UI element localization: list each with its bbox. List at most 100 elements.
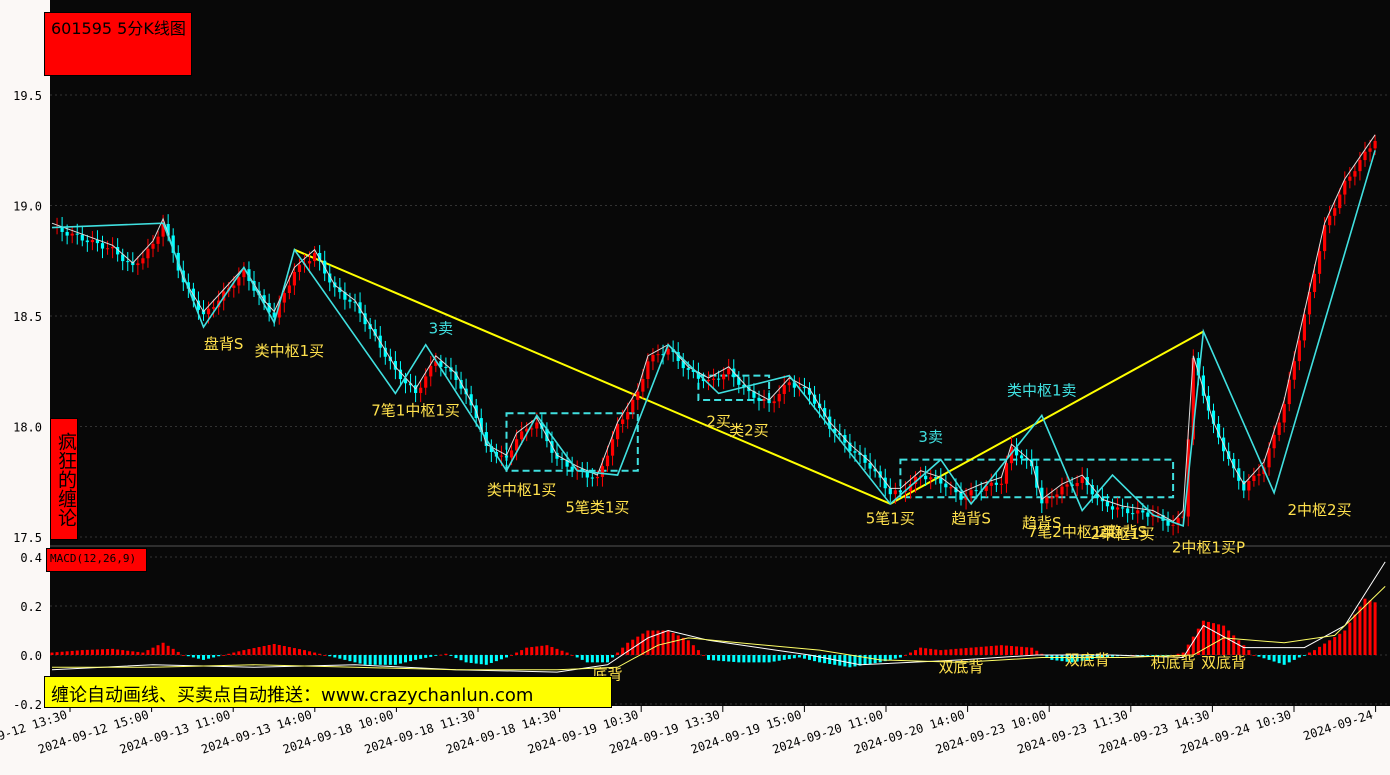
macd-bar xyxy=(398,655,402,664)
candle-body xyxy=(408,383,413,386)
candle-body xyxy=(762,399,766,401)
macd-bar xyxy=(747,655,751,663)
macd-bar xyxy=(297,649,301,655)
candle-body xyxy=(1323,225,1327,252)
macd-bar xyxy=(530,647,534,655)
candle-body xyxy=(171,235,175,253)
candle-body xyxy=(1095,494,1099,498)
candle-body xyxy=(1191,358,1195,440)
macd-bar xyxy=(1040,653,1044,655)
candle-body xyxy=(1297,340,1301,362)
macd-bar xyxy=(984,646,988,655)
macd-bar xyxy=(1313,650,1316,655)
macd-bar xyxy=(797,655,801,658)
macd-bar xyxy=(575,655,579,658)
candle-body xyxy=(292,272,296,286)
candle-body xyxy=(1348,176,1352,181)
macd-label: MACD(12,26,9) xyxy=(50,552,137,565)
candle-body xyxy=(888,488,892,495)
macd-bar xyxy=(166,645,170,655)
candle-body xyxy=(70,233,74,236)
macd-bar xyxy=(1318,646,1322,655)
candle-body xyxy=(984,485,988,491)
macd-bar xyxy=(671,632,675,655)
macd-bar xyxy=(358,655,362,664)
macd-bar xyxy=(1237,640,1241,655)
macd-bar xyxy=(1343,630,1347,655)
macd-bar xyxy=(994,645,998,655)
macd-bar xyxy=(1146,655,1150,657)
macd-bar xyxy=(893,655,897,659)
candle-body xyxy=(328,273,332,283)
macd-bar xyxy=(686,640,690,655)
macd-bar xyxy=(606,655,609,663)
macd-bar xyxy=(111,648,115,655)
macd-bar xyxy=(616,652,620,655)
candle-body xyxy=(1014,447,1019,456)
macd-bar xyxy=(1151,655,1155,657)
macd-bar xyxy=(732,655,736,662)
promo-banner[interactable]: 缠论自动画线、买卖点自动推送：www.crazychanlun.com xyxy=(44,676,612,708)
macd-bar xyxy=(646,630,650,655)
candle-body xyxy=(1247,480,1251,491)
macd-bar xyxy=(161,642,165,655)
macd-bar xyxy=(808,655,811,660)
candle-body xyxy=(565,460,569,467)
macd-bar xyxy=(818,655,822,663)
macd-bar xyxy=(373,655,377,665)
macd-bar xyxy=(489,655,493,663)
macd-bar xyxy=(1232,635,1236,655)
macd-bar xyxy=(590,655,594,663)
macd-bar xyxy=(439,654,443,656)
macd-bar xyxy=(555,648,559,655)
macd-bar xyxy=(257,647,261,655)
candle-body xyxy=(545,428,549,442)
signal-label: 类中枢1买 xyxy=(255,342,325,360)
candle-body xyxy=(661,354,665,356)
candle-body xyxy=(686,368,690,370)
macd-tick-label: 0.4 xyxy=(20,551,42,565)
macd-bar xyxy=(1015,646,1019,655)
macd-bar xyxy=(691,645,695,655)
macd-bar xyxy=(1111,655,1114,657)
candle-body xyxy=(272,312,276,318)
macd-bar xyxy=(429,655,433,657)
macd-bar xyxy=(878,655,882,663)
macd-bar xyxy=(323,655,327,656)
macd-bar xyxy=(65,651,69,655)
macd-bar xyxy=(292,648,296,655)
macd-bar xyxy=(1206,621,1210,655)
candle-body xyxy=(393,361,397,370)
candle-body xyxy=(1090,485,1094,495)
macd-bar xyxy=(954,648,958,655)
candle-body xyxy=(530,428,534,430)
candle-body xyxy=(550,441,554,453)
candle-body xyxy=(853,451,857,453)
candle-body xyxy=(575,468,579,470)
candle-body xyxy=(1035,466,1039,488)
macd-bar xyxy=(1373,602,1377,655)
macd-bar xyxy=(141,652,145,655)
candle-body xyxy=(868,462,872,469)
signal-label: 类中枢1卖 xyxy=(1007,382,1077,400)
candle-body xyxy=(823,408,827,417)
macd-bar xyxy=(464,655,468,663)
macd-bar xyxy=(924,648,928,655)
signal-label: 7笔2中枢1买 xyxy=(1028,523,1117,541)
macd-bar xyxy=(903,655,907,656)
candle-body xyxy=(621,419,625,424)
macd-bar xyxy=(1287,655,1291,663)
macd-bar xyxy=(656,630,660,655)
candle-body xyxy=(439,361,443,367)
bi-stroke-line xyxy=(51,150,1376,528)
candle-body xyxy=(656,354,660,356)
candle-body xyxy=(651,354,655,362)
candle-body xyxy=(1317,251,1322,274)
candle-body xyxy=(1373,140,1377,149)
candle-body xyxy=(1368,148,1372,152)
macd-bar xyxy=(363,655,367,665)
macd-bar xyxy=(505,655,508,658)
macd-tick-label: 0.0 xyxy=(20,649,42,663)
candle-body xyxy=(691,369,695,372)
